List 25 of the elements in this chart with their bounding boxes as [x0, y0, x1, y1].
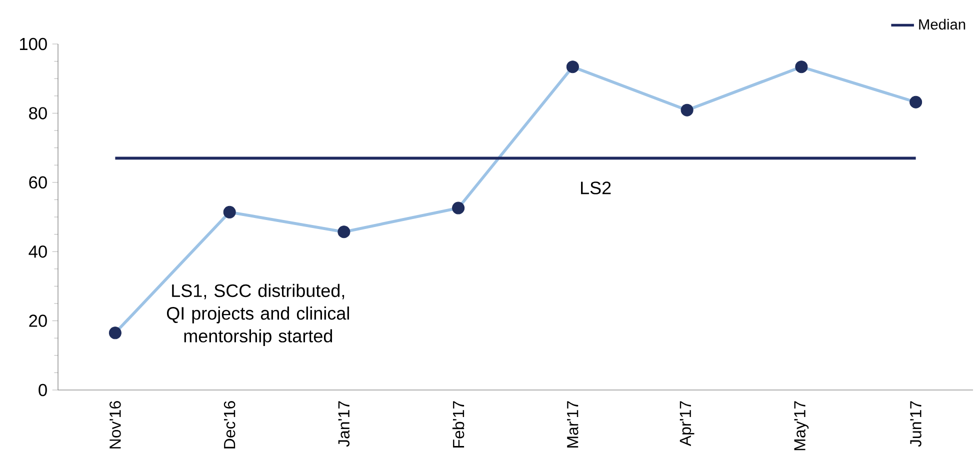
y-tick-label: 20	[29, 314, 47, 327]
x-tick-label: Apr'17	[680, 401, 694, 446]
point	[795, 60, 808, 74]
y-tick-label: 0	[38, 384, 47, 396]
annotation: LS2	[581, 182, 611, 194]
x-tick-label: Nov'16	[110, 401, 121, 448]
x-tick-label: Jun'17	[910, 401, 922, 447]
point	[910, 96, 922, 108]
y-tick-label: 40	[28, 245, 47, 258]
point	[223, 206, 236, 218]
point	[338, 226, 350, 238]
annotation: LS1, SCC distributed, QI projects and clinical mentorship started	[166, 284, 349, 346]
point	[680, 104, 694, 116]
point	[566, 60, 579, 74]
x-tick-label: Jan'17	[338, 401, 350, 447]
y-tick-label: 80	[29, 107, 47, 120]
x-tick-label: Feb'17	[452, 401, 464, 448]
legend-label: Median	[919, 18, 966, 30]
y-tick-label: 60	[29, 176, 47, 189]
x-tick-label: Mar'17	[567, 401, 578, 448]
x-tick-label: May'17	[794, 401, 809, 450]
x-tick-label: Dec'16	[224, 401, 236, 448]
y-tick-label: 100	[20, 38, 47, 50]
point	[452, 202, 465, 214]
point	[108, 326, 122, 340]
